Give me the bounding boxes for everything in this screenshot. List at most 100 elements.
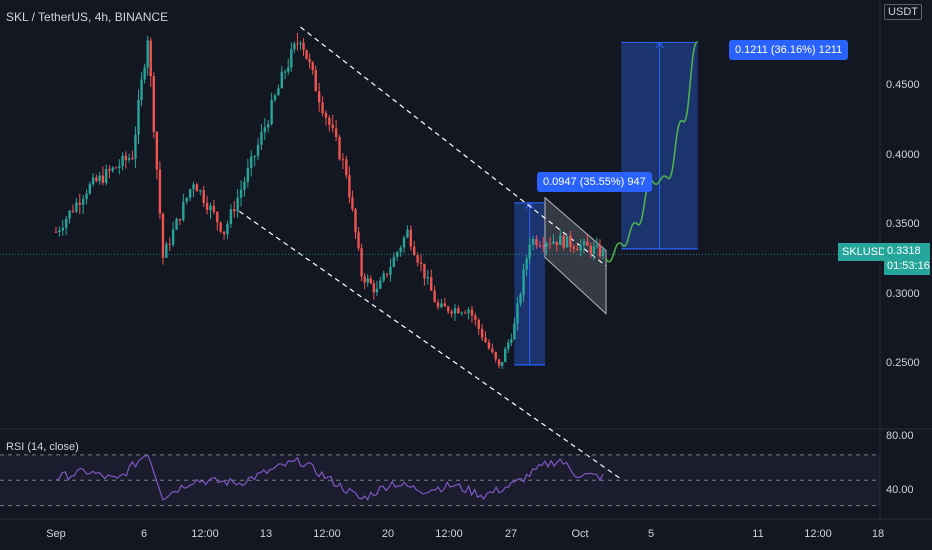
candle-body — [579, 245, 582, 251]
candle-body — [250, 156, 253, 168]
candle-body — [296, 43, 299, 45]
candle-body — [226, 224, 229, 235]
candle-body — [328, 117, 331, 125]
candle-body — [75, 202, 78, 212]
candle-body — [236, 197, 239, 212]
candle-body — [71, 210, 75, 212]
candle-body — [406, 229, 409, 238]
time-tick: 20 — [381, 528, 395, 540]
candle-body — [392, 256, 396, 267]
candle-body — [366, 278, 369, 283]
candle-body — [453, 308, 457, 314]
candle-body — [114, 167, 118, 169]
candle-body — [321, 102, 324, 114]
candle-body — [360, 248, 363, 277]
candle-body — [284, 71, 287, 73]
candle-body — [127, 158, 131, 160]
candle-body — [382, 273, 385, 281]
candle-body — [491, 348, 494, 353]
candle-body — [589, 245, 592, 254]
candle-body — [229, 209, 233, 225]
candle-body — [542, 245, 545, 247]
candle-body — [484, 337, 487, 343]
candle-body — [354, 209, 357, 233]
candle-body — [131, 158, 134, 160]
candle-body — [95, 177, 98, 182]
flag-channel — [544, 196, 607, 315]
candle-body — [528, 244, 531, 259]
candle-body — [314, 69, 317, 92]
candle-body — [68, 210, 71, 219]
candle-body — [351, 197, 354, 210]
candle-body — [158, 169, 162, 214]
candle-body — [161, 213, 165, 258]
candle-body — [576, 248, 579, 251]
candle-body — [497, 359, 501, 366]
candle-body — [121, 155, 124, 167]
candle-body — [324, 113, 328, 118]
candle-body — [311, 62, 314, 70]
candle-body — [500, 361, 504, 366]
time-tick: 12:00 — [804, 528, 832, 540]
candle-body — [81, 199, 85, 205]
measure-callout-2: 0.1211 (36.16%) 1211 — [729, 40, 849, 60]
candle-body — [345, 159, 348, 176]
time-tick: 5 — [647, 528, 655, 540]
candle-body — [402, 237, 406, 248]
candle-body — [260, 132, 263, 145]
candle-body — [302, 42, 305, 51]
candle-body — [457, 308, 460, 314]
candle-body — [280, 71, 284, 89]
candle-body — [519, 294, 522, 304]
current-price: 0.3318 — [887, 245, 921, 257]
candle-body — [341, 159, 345, 161]
time-tick: 12:00 — [435, 528, 463, 540]
candle-body — [54, 231, 58, 233]
time-tick: 6 — [140, 528, 148, 540]
candle-body — [522, 269, 525, 295]
time-tick: Sep — [46, 528, 66, 540]
candle-body — [565, 235, 569, 248]
candle-body — [582, 241, 586, 246]
candle-body — [256, 144, 260, 156]
time-tick: 13 — [259, 528, 273, 540]
candle-body — [389, 266, 392, 275]
currency-label: USDT — [884, 4, 922, 20]
candle-body — [363, 276, 366, 283]
candle-body — [178, 218, 182, 221]
candle-body — [58, 230, 61, 232]
candle-body — [559, 235, 562, 246]
candle-body — [290, 49, 293, 68]
price-tick: 0.3500 — [886, 218, 920, 230]
time-tick: 18 — [871, 528, 885, 540]
candle-body — [426, 277, 430, 279]
candle-body — [98, 175, 101, 182]
candle-body — [379, 280, 382, 289]
candle-body — [413, 246, 416, 256]
candle-body — [399, 247, 402, 253]
candle-body — [396, 252, 399, 257]
price-tick: 0.4000 — [886, 149, 920, 161]
candle-body — [433, 290, 436, 303]
rsi-tick: 40.00 — [886, 484, 914, 496]
candle-body — [474, 315, 477, 320]
candle-body — [601, 249, 605, 257]
chart-title: SKL / TetherUS, 4h, BINANCE — [6, 10, 169, 24]
price-tick: 0.4500 — [886, 79, 920, 91]
candle-body — [331, 124, 334, 129]
candle-body — [216, 211, 219, 223]
candle-body — [510, 339, 513, 343]
candle-body — [317, 91, 321, 103]
candle-body — [192, 184, 195, 190]
candle-body — [372, 283, 376, 293]
candle-body — [293, 43, 296, 50]
measure-1-arrowhead — [525, 201, 535, 210]
candle-body — [446, 306, 450, 312]
candle-body — [88, 184, 92, 194]
candle-body — [562, 235, 565, 248]
current-price-badge: 0.3318 01:53:16 — [884, 243, 930, 275]
candle-body — [586, 241, 589, 246]
candle-body — [440, 303, 443, 308]
candle-body — [287, 67, 290, 72]
